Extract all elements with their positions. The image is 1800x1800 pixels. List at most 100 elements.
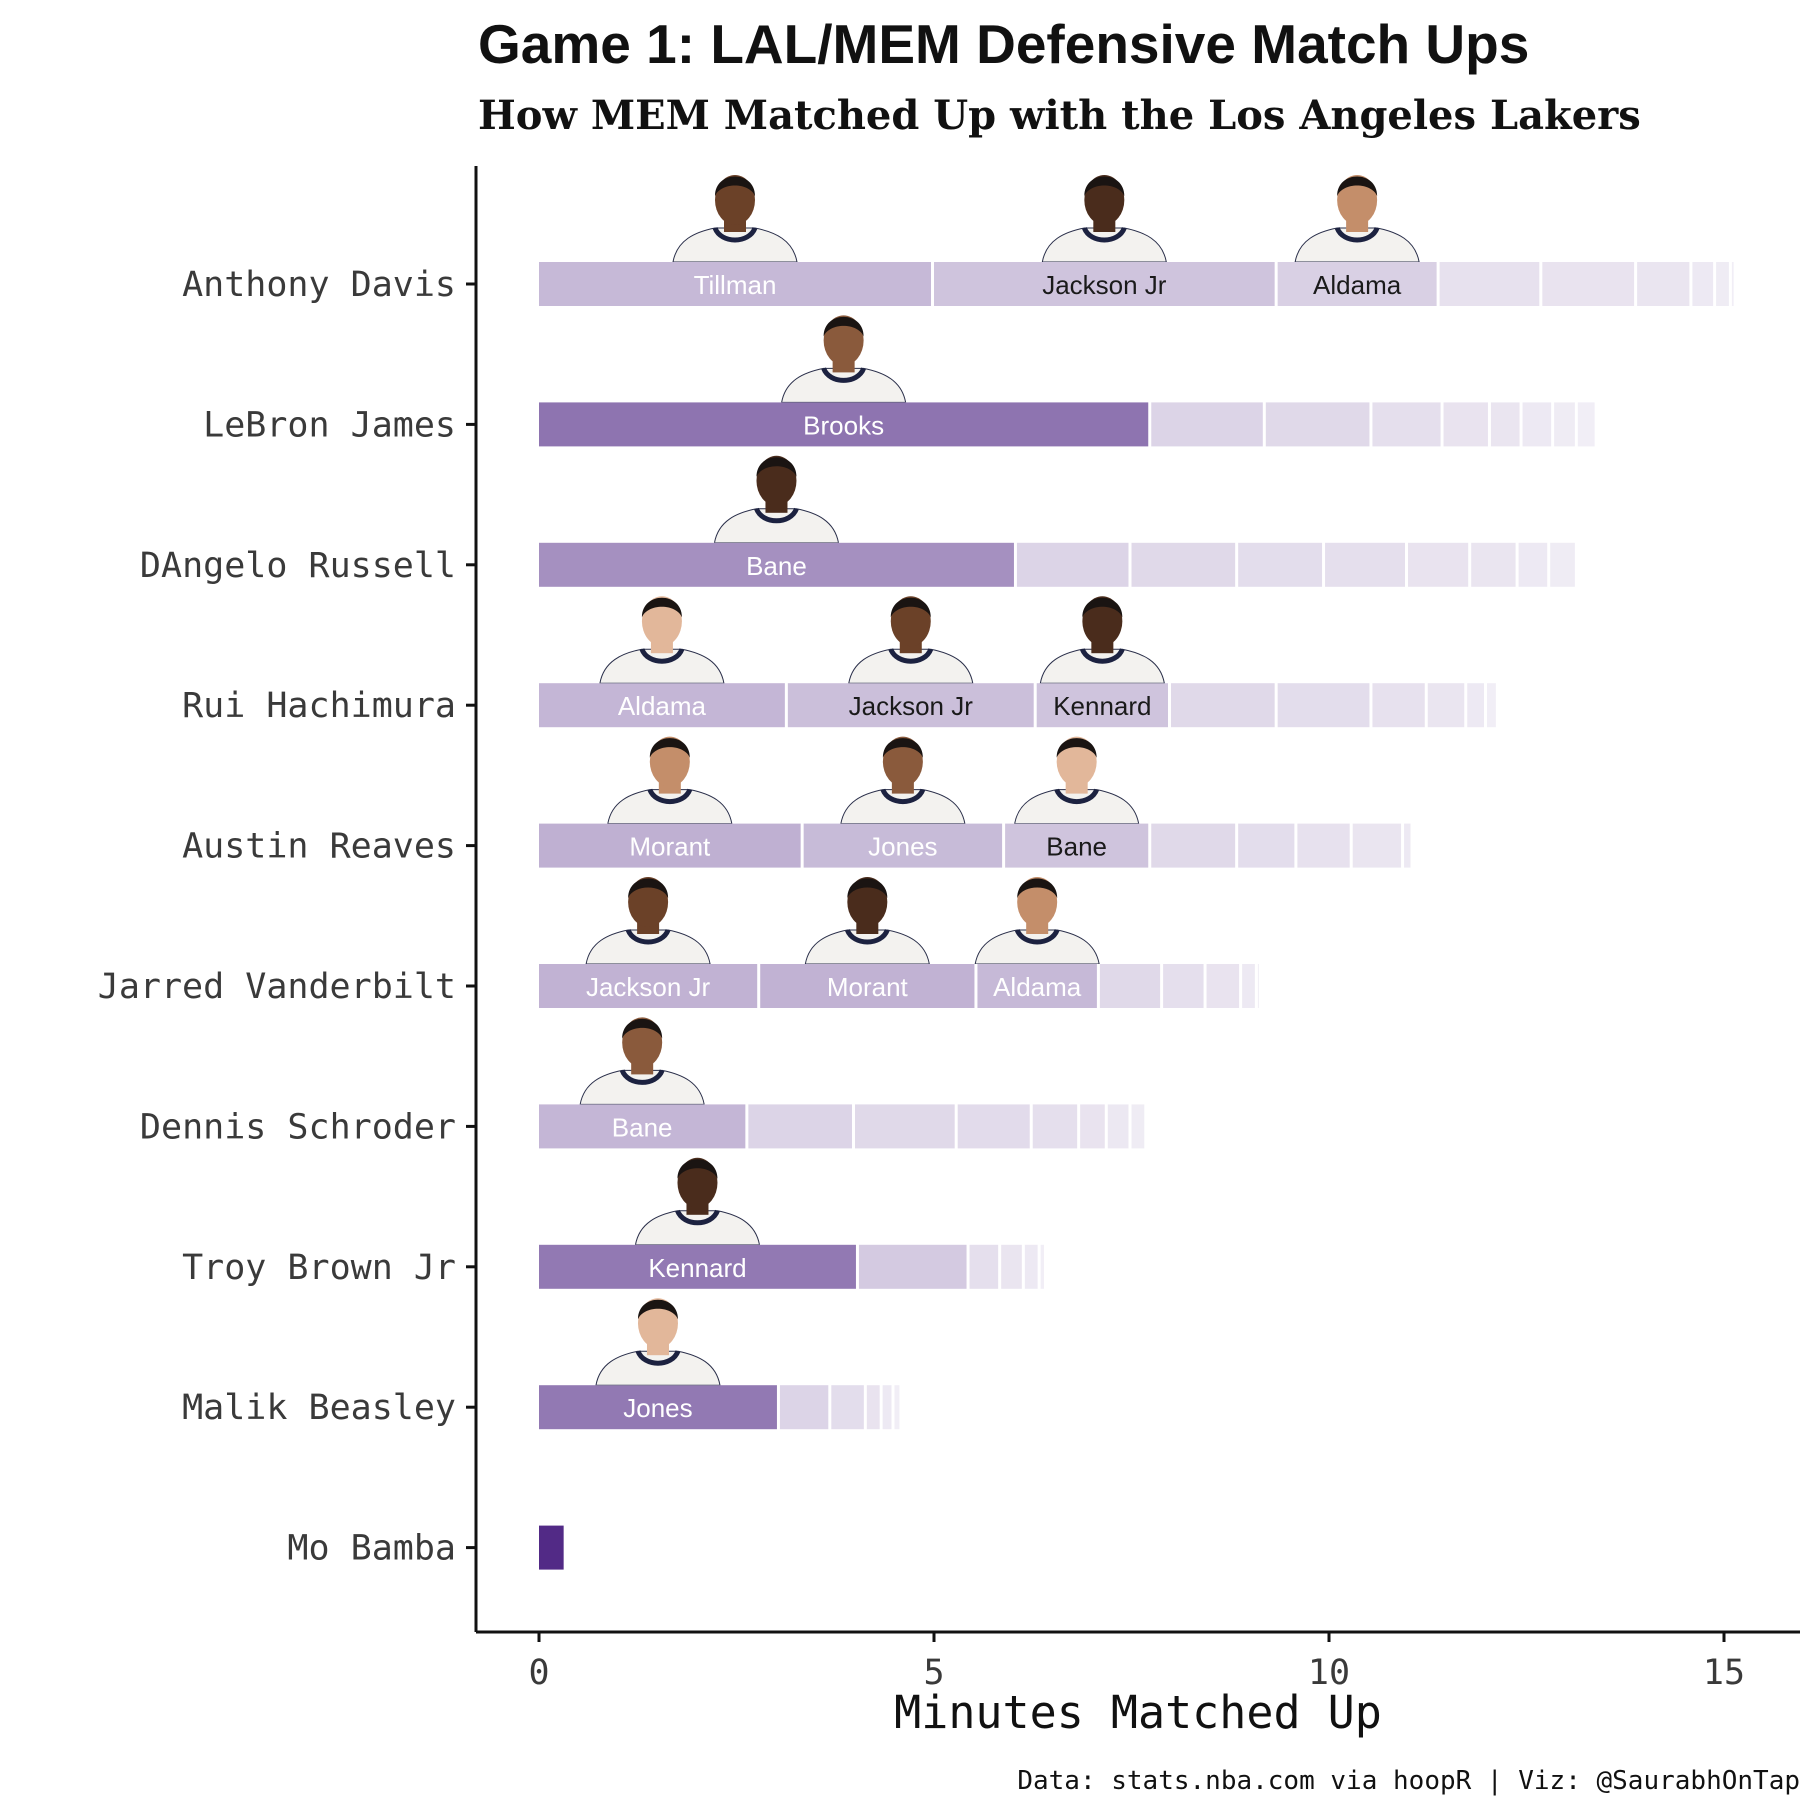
bar-segment [1427,683,1465,728]
bar-segment [539,683,785,728]
y-tick-label: Rui Hachimura [182,686,456,726]
segment-label: Jackson Jr [586,972,711,1002]
bar-segment [1032,1104,1078,1149]
y-tick-label: Dennis Schroder [140,1107,456,1147]
bar-segment [1238,823,1295,868]
player-photo [713,455,839,543]
y-tick-label: Mo Bamba [287,1529,456,1569]
segment-label: Aldama [993,972,1082,1002]
bar-segment [894,1385,900,1430]
axes-layer [474,166,1800,1634]
bar-segment [1099,964,1161,1008]
bar-segment [779,1385,829,1430]
y-ticks-layer: Anthony Davis LeBron James DAngelo Russell… [98,265,476,1569]
bar-segment [1277,683,1370,728]
bar-segment [803,823,1003,868]
bar-segment [1024,1244,1038,1289]
bar-segment [1163,964,1204,1008]
player-photo [804,877,930,964]
bar-segment [1005,823,1149,868]
bar-segment [1554,402,1575,447]
bar-segment [855,1104,955,1149]
chart-caption: Data: stats.nba.com via hoopR | Viz: @Sa… [1017,1766,1800,1796]
y-tick-label: Malik Beasley [182,1388,456,1428]
bar-segment [539,1385,777,1430]
segment-label: Tillman [694,270,777,300]
y-tick-label: Jarred Vanderbilt [98,967,456,1007]
segment-label: Jones [623,1393,692,1423]
bar-segment [1637,262,1690,306]
bar-segment [858,1244,967,1289]
x-tick-label: 15 [1703,1653,1745,1693]
bar-segment [969,1244,999,1289]
bar-segment [1404,823,1411,868]
y-tick-label: Troy Brown Jr [182,1248,456,1288]
bar-segment [1443,402,1488,447]
segment-label: Jones [868,832,937,862]
segment-label: Bane [746,551,807,581]
bar-segment [1257,964,1259,1008]
bar-segment [1522,402,1552,447]
chart-title: Game 1: LAL/MEM Defensive Match Ups [478,13,1530,75]
bar-segment [934,262,1275,306]
bar-segment [1131,542,1236,587]
segment-label: Kennard [1053,691,1151,721]
player-photo [672,175,798,262]
player-photo [1041,175,1167,262]
bar-segment [539,542,1014,587]
segment-label: Aldama [1313,270,1402,300]
bar-segment [1171,683,1275,728]
segment-label: Morant [629,832,711,862]
player-photo [585,877,711,964]
bar-segment [539,262,931,306]
bar-segment [539,1104,746,1149]
bar-segment [1325,542,1405,587]
segment-label: Bane [612,1112,673,1142]
bar-segment [539,964,758,1008]
segment-label: Bane [1046,832,1107,862]
bar-segment [1490,402,1520,447]
bar-segment [831,1385,864,1430]
bar-segment [787,683,1034,728]
player-photo [579,1017,705,1105]
chart-subtitle: How MEM Matched Up with the Los Angeles … [478,92,1641,139]
bar-segment [957,1104,1030,1149]
bar-segment [1372,683,1425,728]
y-tick-label: LeBron James [203,405,456,445]
bar-segment [1107,1104,1129,1149]
bar-segment [1080,1104,1105,1149]
bar-segment [1001,1244,1022,1289]
bars-layer [539,262,1734,1570]
bar-segment [539,402,1149,447]
bar-segment [1731,262,1734,306]
bar-segment [1016,542,1129,587]
player-photo [781,315,907,403]
bar-segment [1692,262,1714,306]
bar-segment [1297,823,1350,868]
player-photo [634,1157,760,1245]
bar-segment [748,1104,852,1149]
bar-segment [1542,262,1635,306]
bar-segment [1518,542,1548,587]
player-photo [1294,175,1420,262]
bar-segment [1265,402,1370,447]
player-photo [848,596,974,684]
segment-label: Aldama [618,691,707,721]
bar-segment [1439,262,1540,306]
bar-segment [1277,262,1437,306]
segment-labels-layer: Tillman Jackson Jr Aldama Brooks Bane Aldama J… [586,270,1402,1423]
y-tick-label: DAngelo Russell [140,546,456,586]
bar-segment [1151,823,1236,868]
y-tick-label: Austin Reaves [182,827,456,867]
x-axis-title: Minutes Matched Up [894,1686,1382,1739]
bar-segment [1372,402,1441,447]
bar-segment [539,1525,564,1570]
player-photo [595,1298,721,1386]
player-photo [1014,736,1140,824]
y-tick-label: Anthony Davis [182,265,456,305]
bar-segment [1716,262,1729,306]
bar-segment [1352,823,1402,868]
bar-segment [1577,402,1595,447]
bar-segment [1131,1104,1145,1149]
